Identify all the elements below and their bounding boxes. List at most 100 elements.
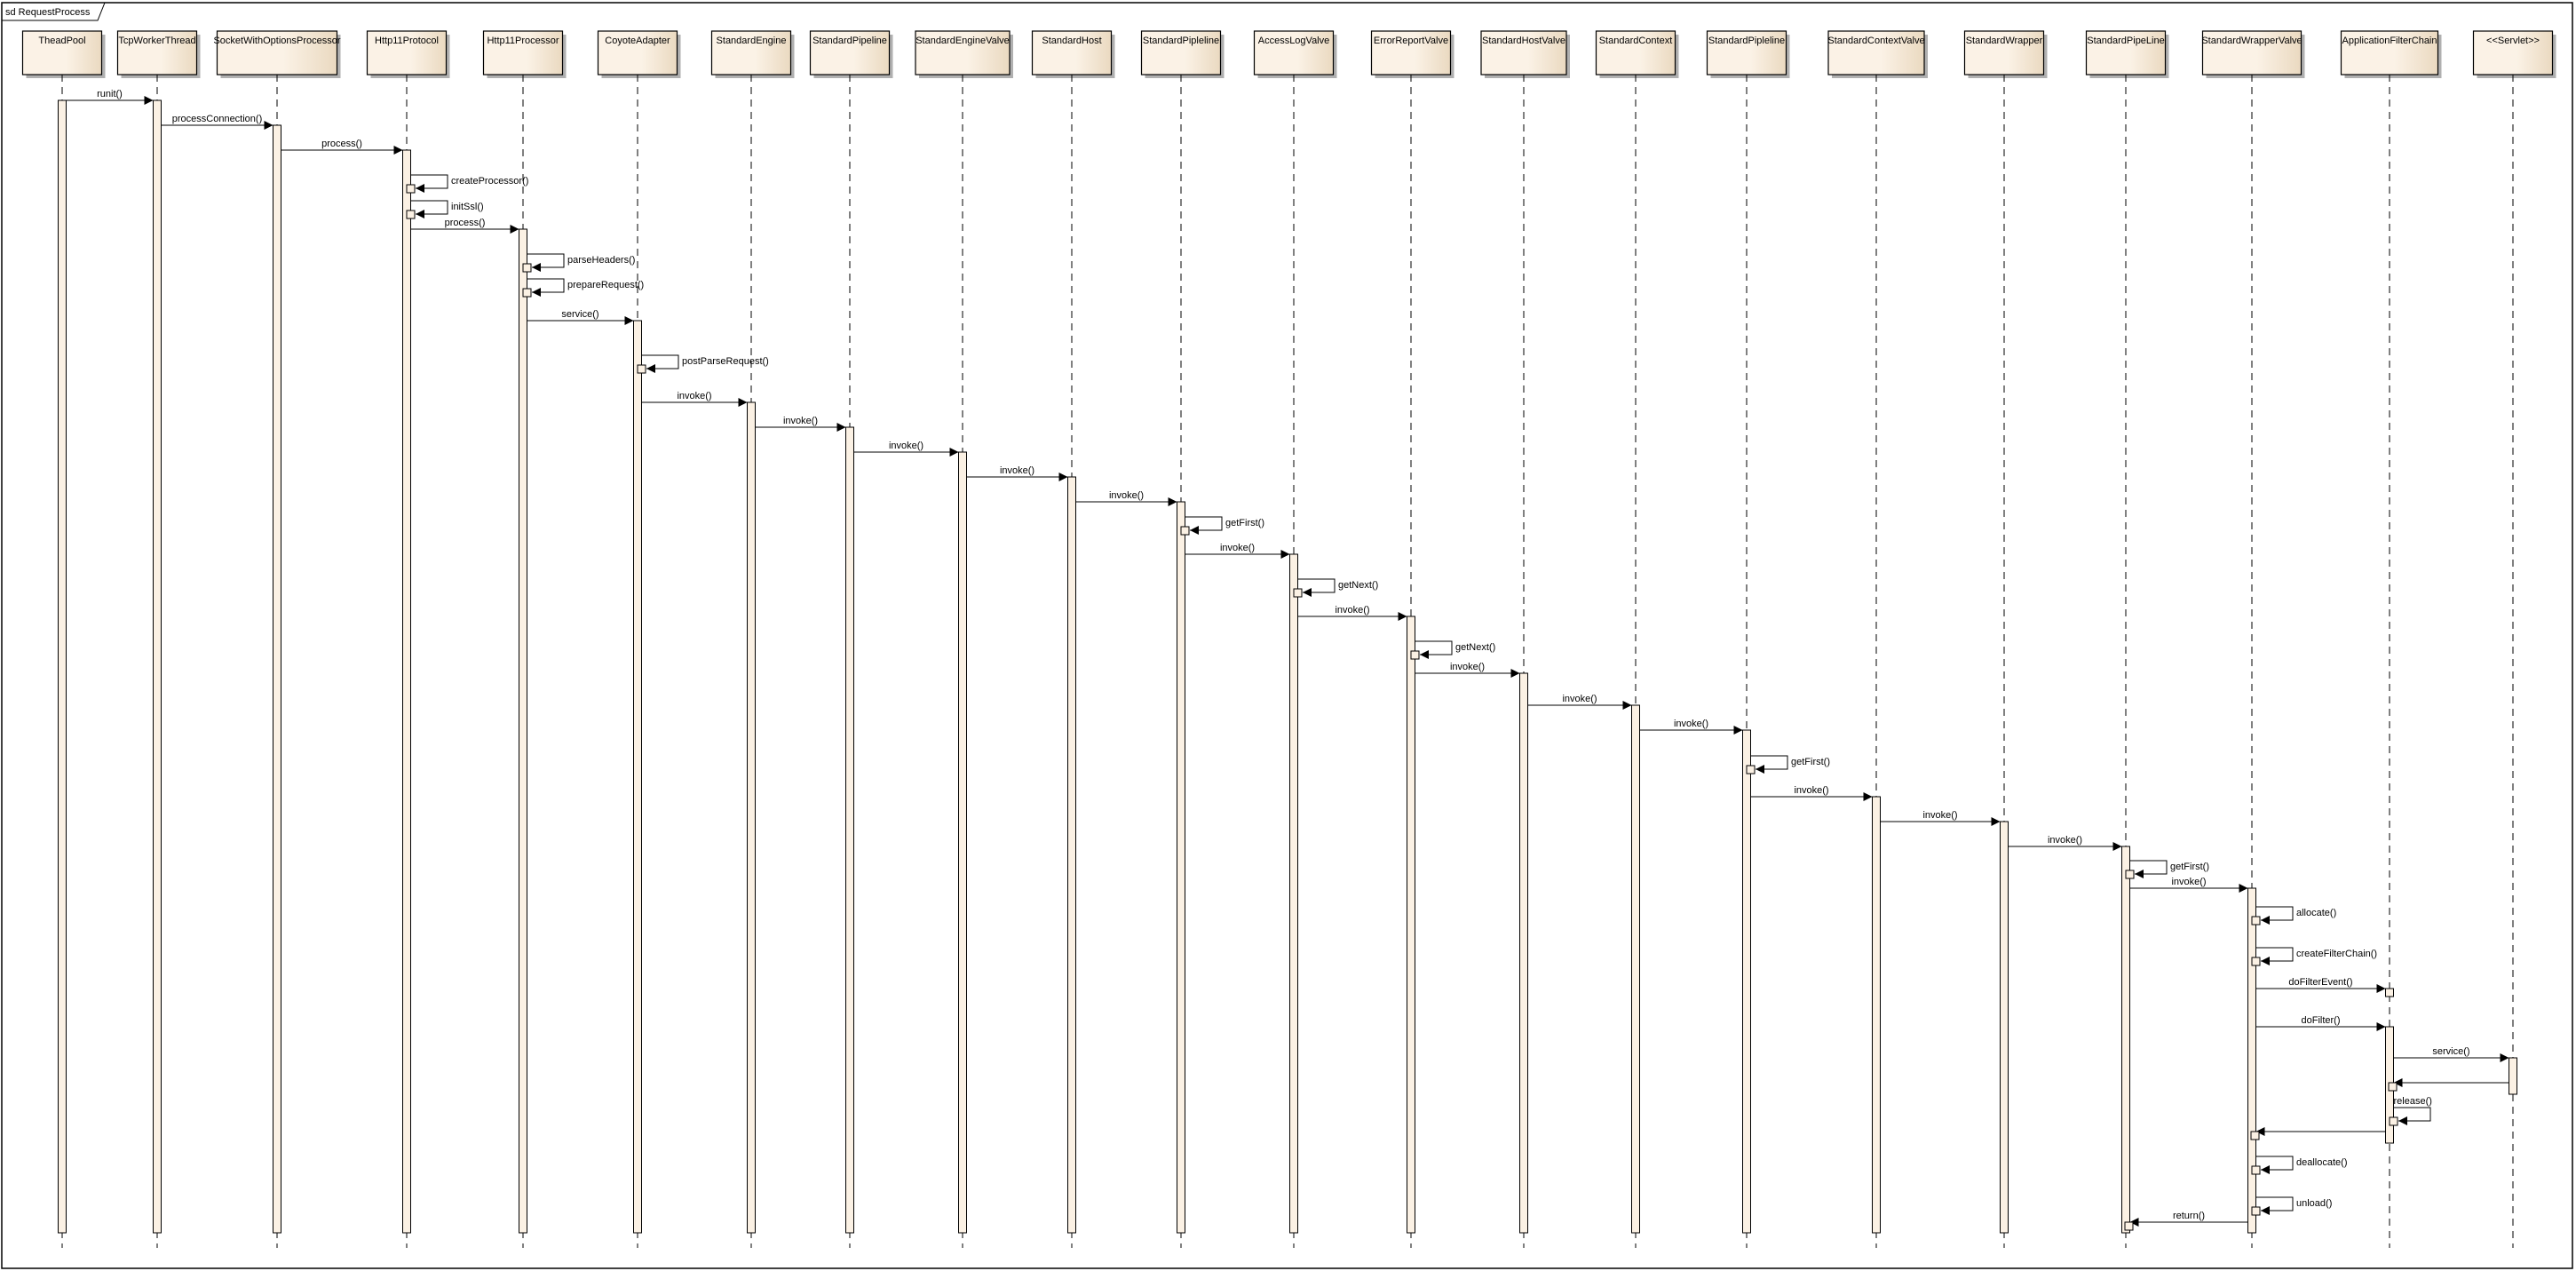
message-label: processConnection() [172,114,263,124]
lifeline: SocketWithOptionsProcessor [213,30,341,1248]
activation-bar [1742,729,1751,1234]
lifeline-box [1253,30,1335,75]
activation-bar [2121,846,2130,1234]
self-message-arrow [527,253,565,272]
lifeline-name: StandardEngine [717,36,787,46]
lifeline: StandardContextValve [1827,30,1928,1248]
return-box [637,364,646,374]
activation-bar [2509,1057,2517,1095]
activation-bar [845,426,854,1234]
self-message: postParseRequest() [641,354,769,373]
return-box [1180,526,1190,536]
message-label: service() [2432,1046,2469,1057]
lifeline-box [2472,30,2554,75]
message: invoke() [641,391,748,407]
lifeline: StandardWrapper [1963,30,2048,1248]
lifeline-name: AccessLogValve [1258,36,1330,46]
self-message-arrow [527,278,565,297]
lifeline-box [1963,30,2045,75]
activation-bar [2000,821,2009,1234]
message: service() [2393,1046,2509,1062]
lifeline-name: StandardPipleline [1708,36,1785,46]
self-message-arrow [2255,947,2294,965]
lifeline-name: <<Servlet>> [2486,36,2540,46]
lifeline-box [366,30,448,75]
self-message: createProcessor() [410,174,528,193]
return-box [1746,765,1756,775]
message-label: invoke() [1220,543,1255,553]
return-box [2388,1082,2398,1092]
message: invoke() [1297,605,1407,621]
activation-bar [633,320,642,1234]
self-message: allocate() [2255,906,2336,925]
self-message: getFirst() [1750,755,1830,774]
message-label: invoke() [1562,694,1597,704]
message-label: getNext() [1455,642,1495,653]
lifeline: <<Servlet>> [2472,30,2556,1248]
self-message-arrow [2255,1156,2294,1174]
self-message-arrow [2129,860,2168,878]
message-label: initSsl() [451,202,484,212]
self-message: initSsl() [410,200,484,218]
return-box [2385,988,2394,997]
return-box [2250,1131,2260,1140]
lifeline-name: StandardWrapper [1966,36,2043,46]
message-label: invoke() [1335,605,1369,616]
message-label: return() [2173,1211,2205,1221]
lifeline-name: TheadPool [38,36,85,46]
message: invoke() [2008,835,2122,851]
lifeline-box [216,30,338,75]
message-label: parseHeaders() [567,255,635,266]
return-box [406,210,416,219]
message-label: getFirst() [1791,757,1830,767]
lifeline-name: StandardWrapperValve [2201,36,2302,46]
message: invoke() [1750,785,1873,801]
lifeline-name: StandardPipleline [1143,36,1219,46]
lifeline: ApplicationFilterChain [2340,30,2442,1248]
lifeline-name: Http11Processor [487,36,559,46]
lifeline: StandardContext [1595,30,1679,1248]
lifeline: StandardPipeLine [2085,30,2169,1248]
lifeline-name: StandardPipeLine [2087,36,2164,46]
self-message: release() [2393,1096,2432,1125]
lifeline-box [1480,30,1567,75]
lifeline-box [2085,30,2167,75]
self-message: getNext() [1415,640,1495,659]
message-label: invoke() [889,441,923,451]
return-box [2251,1165,2261,1175]
message: runit() [66,89,154,105]
message: processConnection() [161,114,273,130]
message-label: invoke() [783,416,818,426]
message-label: prepareRequest() [567,280,644,290]
message: invoke() [966,465,1068,481]
lifeline-name: StandardContext [1599,36,1673,46]
message-label: release() [2394,1096,2432,1107]
message-label: runit() [97,89,123,99]
lifeline-name: SocketWithOptionsProcessor [213,36,340,46]
lifeline: StandardPipleline [1140,30,1225,1248]
message-label: invoke() [1674,719,1708,729]
return-box [522,288,532,298]
lifeline: StandardPipleline [1706,30,1790,1248]
message-label: invoke() [1000,465,1034,476]
message: invoke() [1880,810,2001,826]
message-label: process() [321,139,362,149]
return-box [1293,588,1303,598]
message: invoke() [1639,719,1743,735]
message-label: invoke() [1794,785,1828,796]
message: return() [2129,1211,2248,1227]
message: invoke() [853,441,959,457]
message-label: doFilter() [2301,1015,2340,1026]
lifeline-name: StandardHost [1042,36,1101,46]
self-message: parseHeaders() [527,253,635,272]
message: invoke() [1185,543,1290,559]
message-label: invoke() [2171,877,2206,887]
message-label: deallocate() [2296,1157,2347,1168]
return-box [2124,1221,2134,1231]
message-label: getFirst() [2170,862,2209,872]
activation-bar [58,99,67,1234]
lifeline-box [1827,30,1925,75]
self-message: prepareRequest() [527,278,644,297]
activation-bar [519,228,527,1234]
